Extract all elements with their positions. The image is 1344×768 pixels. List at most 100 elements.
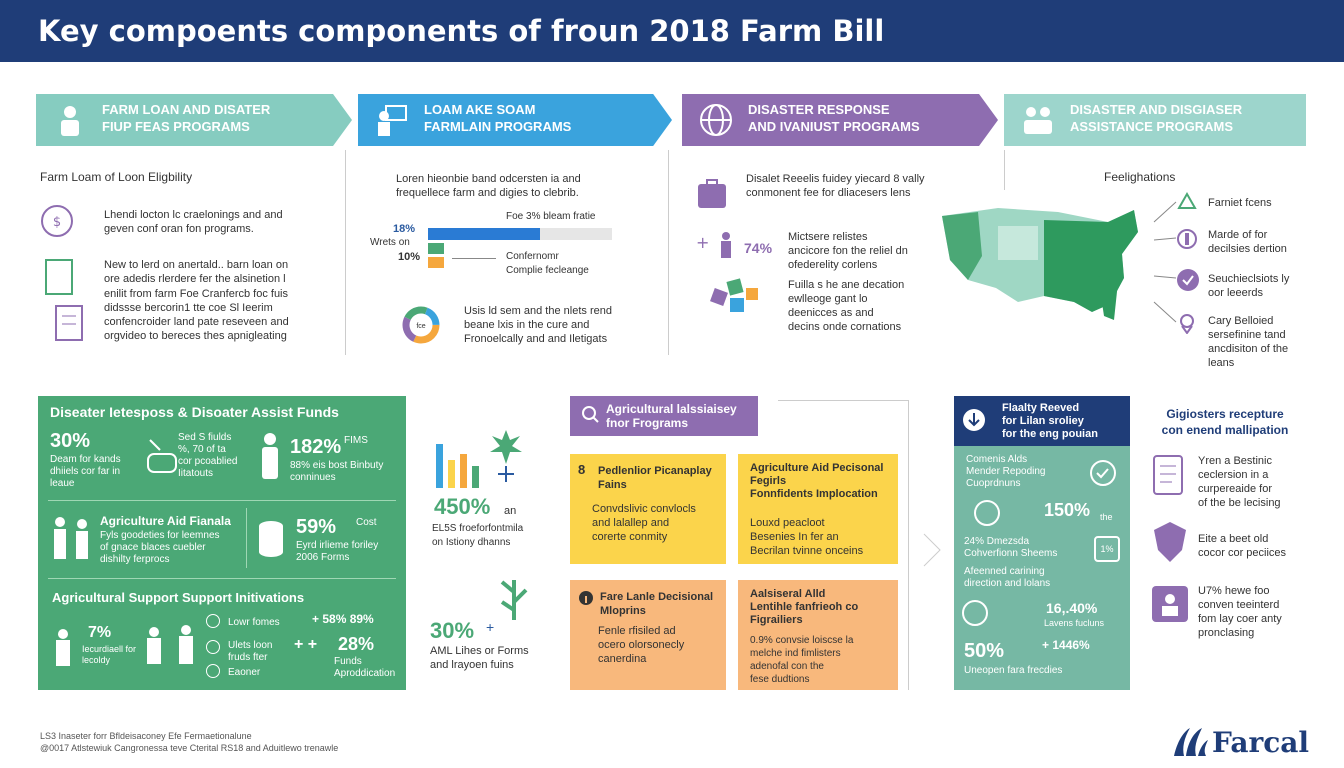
group-icon [147,625,193,664]
col4-item-2: Marde of for decilsies dertion [1208,229,1287,255]
chevron-title-line1: LOAM AKE SOAM [424,102,536,117]
family-icon [54,517,88,559]
teal-stat-3-extra: + 1446% [1042,638,1090,652]
mid-stat-1: 450% [434,494,491,519]
info-icon [579,591,593,605]
section-heading: Agricultural Support Support Initivation… [52,590,305,605]
dollar-icon: $ [41,205,73,237]
number-8-icon: 8 [578,462,586,477]
col4-heading: Feelighations [1104,170,1176,184]
chevron-title-line2: AND IVANIUST PROGRAMS [748,119,920,134]
stat-5: 7% [88,624,112,641]
chevron-title-line2: FIUP FEAS PROGRAMS [102,119,250,134]
percent-badge: 1% [1094,536,1120,562]
agri-box-4-title: Aalsiseral Alld Lentihle fanfrieoh co Figr… [750,588,859,626]
people-icon: + [696,232,731,258]
mid-stat-2: 30% [430,618,475,643]
agri-box-3-desc: Fenle rfisiled ad ocero olorsonecly canerd… [598,625,685,665]
col4-item-4: Cary Belloied sersefinine tand ancdisiton … [1208,315,1289,369]
bar-pct-1: 18% [393,223,416,235]
stat-3-desc: 88% eis bost Binbuty conninues [290,460,384,483]
stat-3: 182% [290,436,342,458]
agri-box-4: Aalsiseral Alld Lentihle fanfrieoh co Figr… [738,580,898,690]
sub-heading: Agriculture Aid Fianala [100,514,231,528]
chevron-disaster-assistance: DISASTER AND DISGIASER ASSISTANCE PROGRAM… [1004,94,1306,146]
teal-stat-1-unit: the [1100,512,1113,522]
farmer-icon [61,106,79,136]
logo-icon [1174,728,1208,756]
document-icon [45,259,83,341]
mid-stat-2-unit: + [486,619,495,635]
svg-text:+: + [696,233,709,252]
teal-stat-1: 150% [1044,500,1091,520]
page-title: Key compoents components of froun 2018 F… [0,0,1344,62]
col1-text-2: New to lerd on anertald.. barn loan on or… [104,259,289,343]
right-item-2: Eite a beet old cocor cor peciices [1198,533,1287,559]
farm-icon [1177,191,1197,209]
agri-box-4-desc: 0.9% convsie loiscse la melche ind fimlis… [750,635,854,685]
progress-fill-1 [428,228,541,240]
teal-item-a: Comenis Alds Mender Repoding Cuoprdnuns [966,454,1046,489]
globe-icon [700,104,732,136]
teal-item-c: Afeenned carining direction and lolans [964,566,1051,589]
agri-box-3-title: Fare Lanle Decisional Mloprins [600,591,714,617]
disaster-funds-panel: Diseater Ietesposs & Disoater Assist Fun… [38,396,406,690]
person-icon [56,629,70,666]
svg-text:fce: fce [416,323,425,330]
bar-label-2: Wrets on [370,237,410,248]
col3-text-1: Disalet Reeelis fuidey yiecard 8 vally co… [746,173,925,199]
mid-stat-2-desc: AML Lihes or Forms and lrayoen fuins [430,645,529,671]
teal-stat-2: 16,.40% [1046,600,1098,616]
chevron-loan-programs: LOAM AKE SOAM FARMLAIN PROGRAMS [358,94,672,146]
col2-text-1: Loren hieonbie band odcersten ia and freq… [396,173,581,199]
chevron-title-line2: FARMLAIN PROGRAMS [424,119,572,134]
chevron-title-line2: ASSISTANCE PROGRAMS [1070,119,1233,134]
mid-stat-1-desc: EL5S froeforfontmila on Istiony dhanns [432,523,524,548]
agri-header: Agricultural lalssiaisey fnor Frograms [570,396,758,436]
agri-box-3: Fare Lanle Decisional Mloprins Fenle rfis… [570,580,726,690]
coins-icon [259,521,283,557]
stat-1: 30% [50,430,91,452]
handshake-icon [1024,107,1052,134]
chevron-title-line1: FARM LOAN AND DISATER [102,102,271,117]
right-item-3: U7% hewe foo conven teeinterd fom lay coer… [1198,585,1282,639]
shield-icon [1177,229,1197,249]
stat-4: 59% [296,516,337,538]
us-map [942,208,1138,320]
teal-title: Flaalty Reeved for Lilan sroliey for the e… [1002,402,1098,440]
stat-4-unit: Cost [356,517,377,528]
agri-box-2-title: Agriculture Aid Pecisonal Fegirls Fonnfide… [750,462,884,500]
magnifier-icon [582,406,599,423]
handshake-icon [147,439,177,473]
puzzle-icon [710,278,758,312]
check-icon [1090,460,1116,486]
footer-notes: LS3 Inaseter forr Bfldeisaconey Efe Ferm… [40,731,339,753]
stat-7: 28% [338,634,375,654]
chevron-right-icon [923,533,941,567]
sub-desc: Fyls goodeties for leemnes of gnace blace… [100,530,220,565]
stat-4-desc: Eyrd irlieme foriley 2006 Forms [296,540,379,563]
mid-stat-1-unit: an [504,505,517,517]
bar-title: Foe 3% bleam fratie [506,211,596,222]
bar-notes: Confernomr Complie fecleange [506,251,589,276]
agri-box-2: Agriculture Aid Pecisonal Fegirls Fonnfide… [738,454,898,564]
plant-icon [962,600,988,626]
progress-fill-2 [428,243,444,254]
list-item-1: Lowr fomes [228,617,280,628]
col2-text-2: Usis ld sem and the nlets rend beane lxis… [464,305,612,345]
stat-3-unit: FIMS [344,435,368,446]
eligibility-panel: Flaalty Reeved for Lilan sroliey for the e… [954,396,1130,690]
presenter-icon [378,105,407,136]
progress-fill-3 [428,257,444,268]
agri-box-1-desc: Convdslivic convlocls and lalallep and cor… [592,503,696,543]
teal-stat-3: 50% [964,640,1005,662]
stat-6: + 58% 89% [312,612,374,626]
bar-pct-3: 10% [398,251,421,263]
col1-text-1: Lhendi locton lc craelonings and and geve… [104,209,283,235]
stat-5-desc: Iecurdiaell for lecoldy [82,644,137,665]
right-heading: Gigiosters recepture con enend mallipatio… [1161,407,1289,437]
agri-box-2-desc: Louxd peacloot Besenies In fer an Becrilan… [750,517,864,557]
plant-icon [500,580,528,620]
right-item-1: Yren a Bestinic ceclersion in a curpereaid… [1198,455,1281,509]
teal-item-d: Uneopen fara frecdies [964,665,1063,676]
